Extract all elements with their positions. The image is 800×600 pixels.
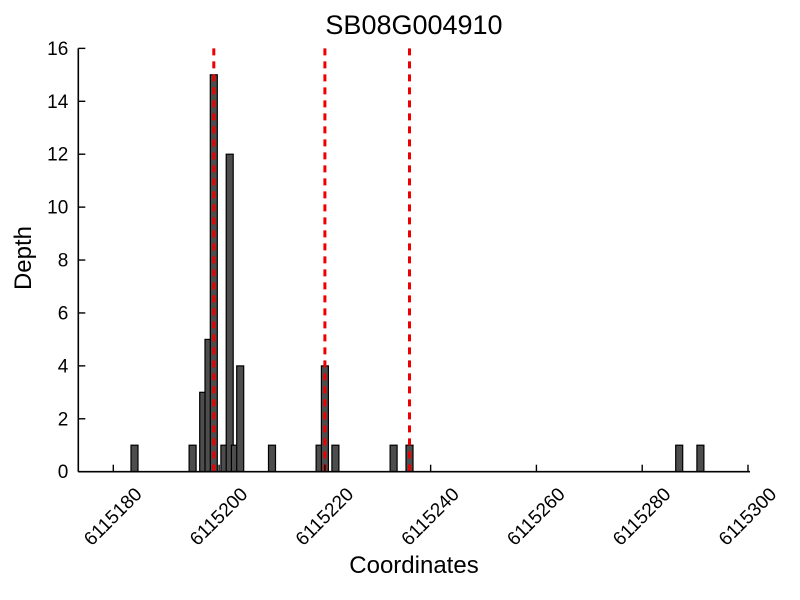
y-tick-label: 2 <box>58 409 69 430</box>
depth-bar <box>696 444 705 473</box>
depth-bar <box>236 365 245 473</box>
x-tick-label: 6115200 <box>186 484 252 550</box>
y-tick-label: 4 <box>58 356 69 377</box>
depth-bar <box>225 153 234 473</box>
chart-title: SB08G004910 <box>325 10 503 40</box>
y-tick-label: 8 <box>58 251 69 272</box>
depth-bar <box>267 444 277 473</box>
y-tick-label: 10 <box>47 198 68 219</box>
x-tick-label: 6115220 <box>292 484 358 550</box>
y-tick-label: 12 <box>47 145 68 166</box>
x-tick-label: 6115180 <box>80 484 146 550</box>
depth-bar <box>130 444 139 473</box>
y-tick-label: 16 <box>47 39 68 60</box>
depth-bar <box>389 444 398 473</box>
x-tick-label: 6115280 <box>609 484 675 550</box>
y-tick-label: 14 <box>47 92 69 113</box>
x-tick-label: 6115240 <box>398 484 464 550</box>
y-tick-label: 6 <box>58 304 69 325</box>
y-axis-label: Depth <box>10 225 37 291</box>
x-tick-label: 6115260 <box>503 484 569 550</box>
y-tick-label: 0 <box>58 462 69 483</box>
depth-bar <box>331 444 340 473</box>
x-tick-label: 6115300 <box>715 484 781 550</box>
depth-bar <box>675 444 684 473</box>
x-axis-label: Coordinates <box>349 552 479 579</box>
depth-bar <box>188 444 197 473</box>
